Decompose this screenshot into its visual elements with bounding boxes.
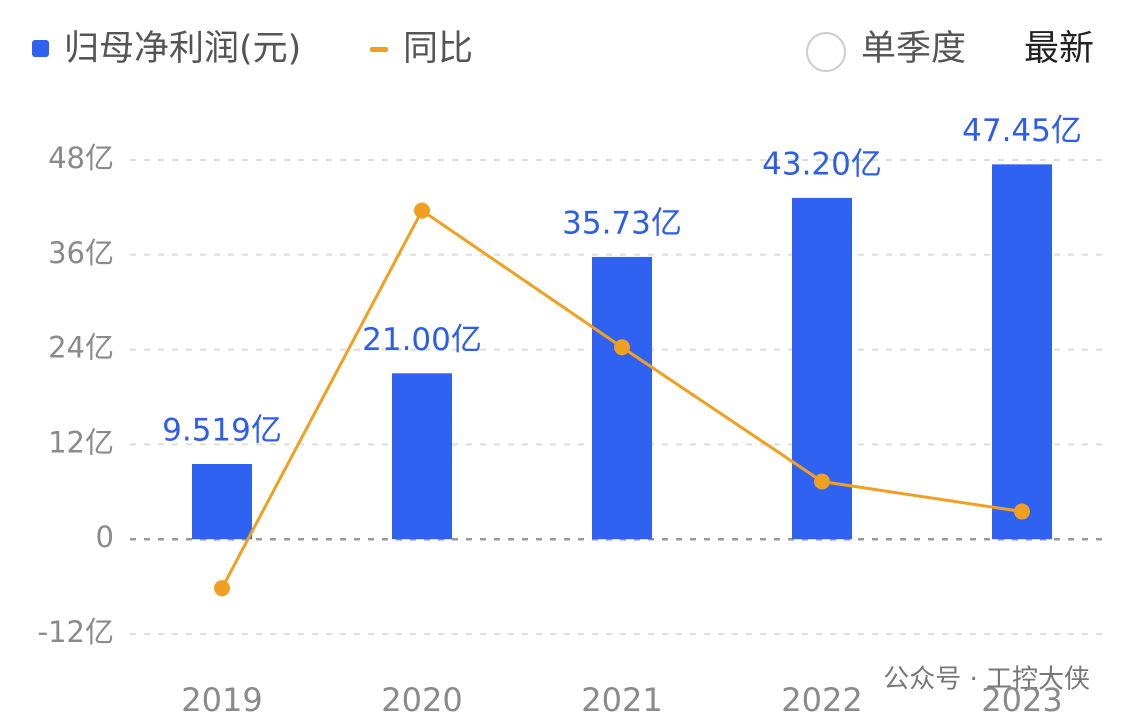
- data-label: 21.00亿: [362, 322, 482, 358]
- bar: [992, 164, 1052, 540]
- data-label: 43.20亿: [762, 146, 882, 182]
- point: [214, 580, 230, 597]
- x-tick-label: 2021: [581, 681, 662, 719]
- y-tick-label: 36亿: [48, 236, 114, 270]
- y-tick-label: 24亿: [48, 331, 114, 365]
- legend-swatch: [32, 40, 49, 57]
- x-tick-label: 2023: [981, 681, 1062, 719]
- point: [1014, 503, 1030, 520]
- point: [614, 339, 630, 356]
- y-tick-label: -12亿: [38, 615, 114, 649]
- data-label: 9.519亿: [162, 412, 282, 448]
- legend-swatch: [370, 47, 388, 52]
- bar: [392, 373, 452, 540]
- watermark: 公众号 · 工控大侠: [883, 665, 1090, 695]
- toggle-label[interactable]: 单季度: [861, 29, 966, 69]
- data-label: 47.45亿: [962, 113, 1082, 149]
- x-tick-label: 2020: [381, 681, 462, 719]
- bar: [592, 256, 652, 540]
- radio[interactable]: [806, 32, 846, 72]
- latest-button[interactable]: 最新: [1024, 29, 1094, 69]
- y-tick-label: 48亿: [48, 141, 114, 175]
- point: [414, 202, 430, 219]
- y-tick-label: 12亿: [48, 425, 114, 459]
- bar: [192, 463, 252, 540]
- y-tick-label: 0: [96, 520, 114, 554]
- x-tick-label: 2022: [781, 681, 862, 719]
- point: [814, 473, 830, 490]
- x-tick-label: 2019: [181, 681, 262, 719]
- legend-label: 归母净利润(元): [64, 29, 301, 69]
- data-label: 35.73亿: [562, 205, 682, 241]
- legend-label: 同比: [403, 29, 473, 69]
